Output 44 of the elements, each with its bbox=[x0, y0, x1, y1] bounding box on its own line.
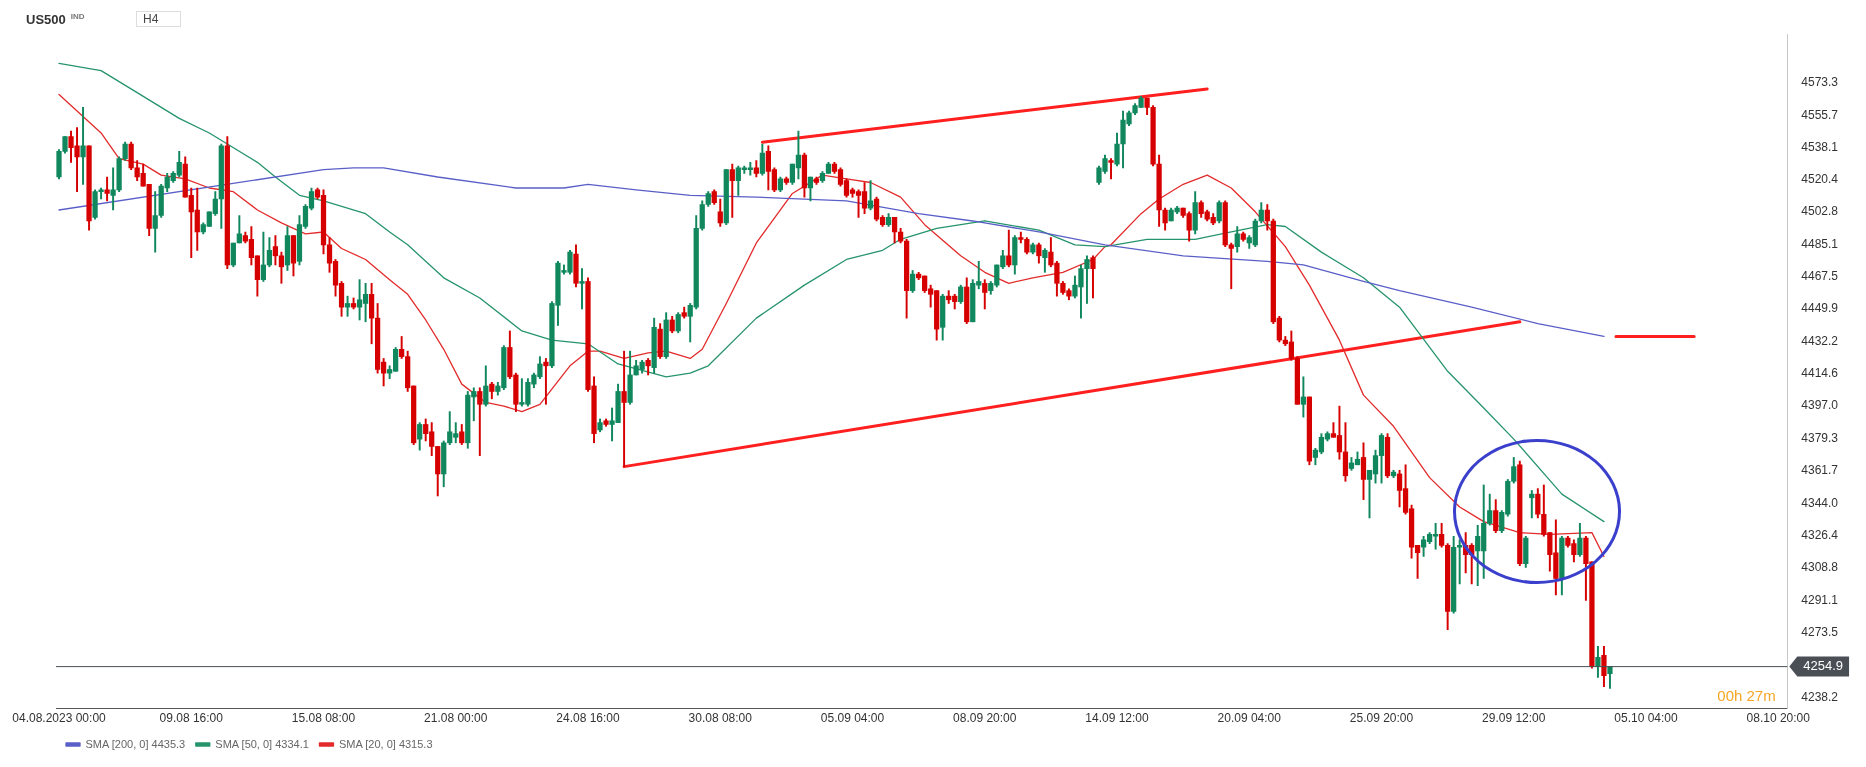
y-tick-label: 4291.1 bbox=[1801, 592, 1839, 607]
chart-title: US500 bbox=[26, 12, 66, 27]
y-tick-label: 4555.7 bbox=[1801, 107, 1839, 122]
y-tick-label: 4308.8 bbox=[1801, 560, 1839, 575]
x-tick-label: 09.08 16:00 bbox=[159, 711, 224, 726]
x-tick-label: 24.08 16:00 bbox=[556, 711, 621, 726]
x-tick-label: 30.08 08:00 bbox=[688, 711, 753, 726]
y-tick-label: 4502.8 bbox=[1801, 204, 1839, 219]
x-tick-label: 21.08 00:00 bbox=[424, 711, 488, 726]
y-tick-label: 4326.4 bbox=[1801, 527, 1839, 542]
candlestick bbox=[621, 350, 627, 467]
x-tick-label: 05.09 04:00 bbox=[820, 711, 885, 726]
candlestick bbox=[579, 268, 585, 310]
y-tick-label: 4573.3 bbox=[1801, 75, 1839, 90]
x-tick-label: 08.09 20:00 bbox=[953, 711, 1017, 726]
x-tick-label: 25.09 20:00 bbox=[1349, 711, 1414, 726]
y-tick-label: 4344.0 bbox=[1801, 495, 1839, 510]
annotation: 00h 27m bbox=[1717, 686, 1776, 704]
text: IND bbox=[70, 12, 85, 21]
y-tick-label: 4467.5 bbox=[1801, 269, 1839, 284]
x-tick-label: 20.09 04:00 bbox=[1217, 711, 1282, 726]
legend-label: SMA [20, 0] 4315.3 bbox=[338, 737, 433, 750]
y-tick-label: 4273.5 bbox=[1801, 624, 1839, 639]
y-tick-label: 4432.2 bbox=[1801, 333, 1839, 348]
x-tick-label: 05.10 04:00 bbox=[1614, 711, 1679, 726]
y-tick-label: 4449.9 bbox=[1801, 301, 1839, 316]
y-tick-label: 4361.7 bbox=[1801, 463, 1839, 478]
y-tick-label: 4379.3 bbox=[1801, 430, 1839, 445]
x-tick-label: 14.09 12:00 bbox=[1085, 711, 1150, 726]
x-tick-label: 29.09 12:00 bbox=[1482, 711, 1546, 726]
x-tick-label: 15.08 08:00 bbox=[291, 711, 356, 726]
y-tick-label: 4397.0 bbox=[1801, 398, 1839, 413]
y-tick-label: 4520.4 bbox=[1801, 172, 1839, 187]
candlestick bbox=[543, 358, 549, 405]
x-tick-label: 08.10 20:00 bbox=[1746, 711, 1811, 726]
legend-label: SMA [50, 0] 4334.1 bbox=[215, 737, 309, 750]
y-tick-label: 4414.6 bbox=[1801, 366, 1839, 381]
y-tick-label: 4538.1 bbox=[1801, 139, 1839, 154]
legend-label: SMA [200, 0] 4435.3 bbox=[85, 737, 186, 750]
text: H4 bbox=[136, 11, 182, 27]
y-tick-label: 4238.2 bbox=[1801, 689, 1839, 704]
ref-line-label: 4254.9 bbox=[1803, 658, 1844, 674]
y-tick-label: 4485.1 bbox=[1801, 236, 1839, 251]
x-tick-label: 04.08.2023 00:00 bbox=[12, 711, 107, 726]
